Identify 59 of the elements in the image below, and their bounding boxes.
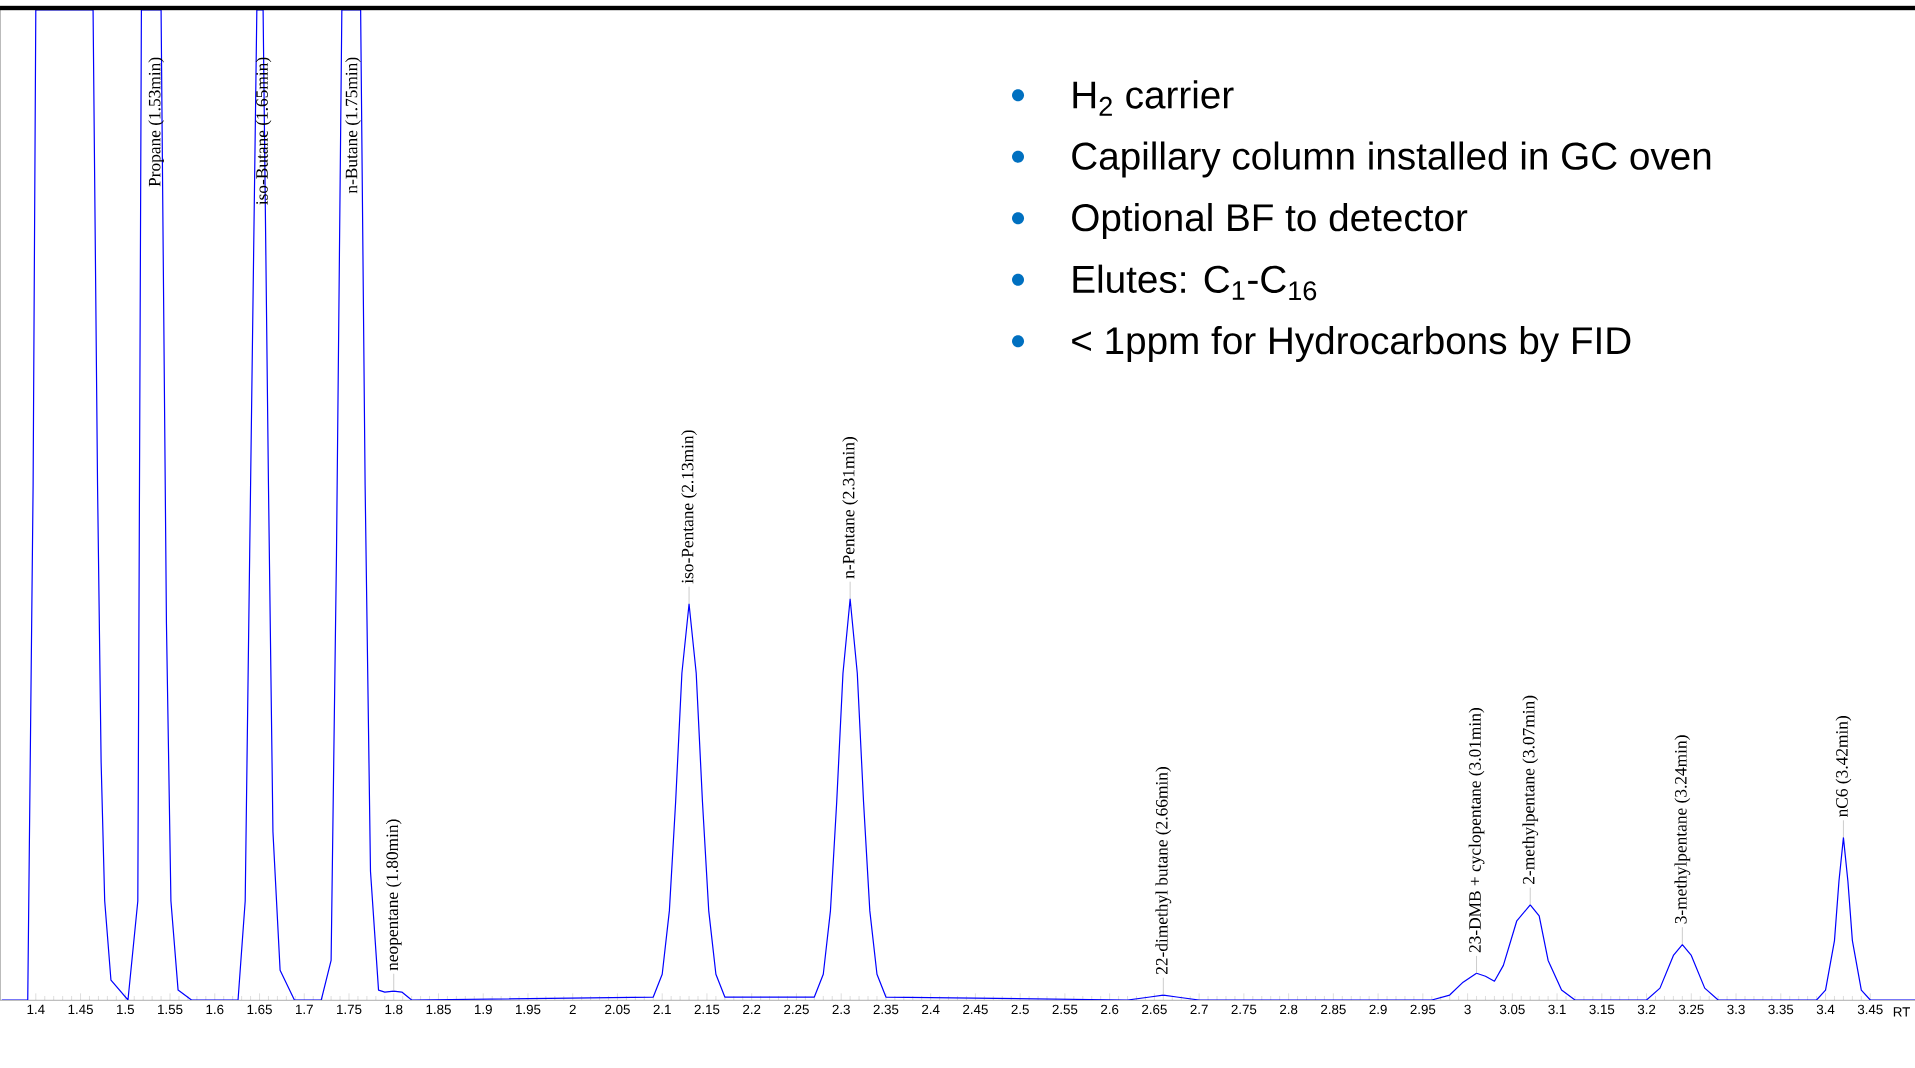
x-tick-label: 3.45	[1857, 1004, 1883, 1015]
x-tick-label: 2.7	[1190, 1004, 1208, 1015]
x-tick-label: 1.7	[296, 1004, 313, 1014]
x-tick-label: 2.45	[963, 1004, 988, 1015]
x-tick-label: 2.65	[1142, 1004, 1167, 1015]
x-tick-label: 1.85	[426, 1004, 451, 1015]
x-tick-label: 2.95	[1410, 1004, 1436, 1015]
x-tick-label: 2.35	[873, 1004, 899, 1015]
x-tick-label: 1.95	[516, 1004, 541, 1015]
x-tick-label: 1.45	[68, 1004, 93, 1015]
annotation: 2-methylpentane (3.07min)	[1522, 695, 1539, 884]
x-axis-title: RT	[1893, 1007, 1910, 1017]
x-tick-label: 2.5	[1011, 1004, 1029, 1015]
x-tick-label: 2.55	[1052, 1004, 1078, 1015]
annotation: 23-DMB + cyclopentane (3.01min)	[1468, 708, 1485, 953]
annotation: 22-dimethyl butane (2.66min)	[1155, 767, 1172, 975]
annotation: nC6 (3.42min)	[1835, 716, 1852, 817]
x-tick-label: 2.8	[1280, 1004, 1298, 1015]
x-tick-label: 2.85	[1321, 1004, 1346, 1015]
x-tick-label: 3.2	[1637, 1004, 1656, 1015]
x-tick-label: 3.4	[1816, 1004, 1835, 1015]
annotation: 3-methylpentane (3.24min)	[1674, 735, 1691, 924]
x-tick-label: 2.3	[832, 1004, 850, 1015]
x-tick-label: 2.9	[1369, 1004, 1387, 1015]
annotation: iso-Butane (1.65min)	[255, 57, 272, 205]
x-tick-label: 3.1	[1548, 1004, 1566, 1015]
annotation: H$_{2}$ carrier	[1073, 80, 1234, 116]
x-tick-label: 2.15	[694, 1004, 720, 1015]
annotation: neopentane (1.80min)	[385, 819, 402, 971]
annotation: iso-Pentane (2.13min)	[681, 430, 697, 584]
x-tick-label: 1.5	[117, 1004, 134, 1015]
annotation: Optional BF to detector	[1072, 202, 1468, 240]
x-tick-label: 1.6	[206, 1004, 224, 1015]
x-tick-label: 1.8	[385, 1004, 403, 1015]
x-tick-label: 3.35	[1768, 1004, 1794, 1015]
x-tick-label: 2.2	[743, 1004, 761, 1015]
annotation: < 1ppm for Hydrocarbons by FID	[1072, 325, 1631, 363]
x-tick-label: 1.65	[247, 1004, 272, 1015]
x-tick-label: 1.55	[158, 1004, 183, 1015]
x-tick-label: 3.15	[1589, 1004, 1615, 1015]
x-tick-label: 2	[569, 1004, 576, 1015]
x-tick-label: 2.05	[605, 1004, 630, 1015]
x-tick-label: 1.4	[27, 1004, 45, 1014]
annotation: Elutes: C$_{1}$-C$_{16}$	[1073, 264, 1317, 301]
annotation: n-Pentane (2.31min)	[842, 437, 858, 579]
x-tick-label: 3.25	[1678, 1004, 1704, 1015]
x-tick-label: 2.1	[653, 1004, 671, 1015]
x-tick-label: 3	[1464, 1004, 1471, 1015]
x-tick-label: 2.25	[784, 1004, 809, 1015]
annotation: Propane (1.53min)	[148, 57, 164, 187]
x-tick-label: 2.75	[1231, 1004, 1257, 1015]
x-tick-label: 3.3	[1727, 1004, 1745, 1015]
x-tick-label: 1.9	[474, 1004, 492, 1015]
x-tick-label: 2.6	[1101, 1004, 1119, 1015]
x-tick-label: 2.4	[922, 1004, 940, 1015]
x-tick-label: 1.75	[337, 1004, 362, 1015]
x-tick-label: 3.05	[1499, 1004, 1525, 1015]
annotation: n-Butane (1.75min)	[345, 57, 361, 194]
annotation: Capillary column installed in GC oven	[1072, 141, 1711, 178]
